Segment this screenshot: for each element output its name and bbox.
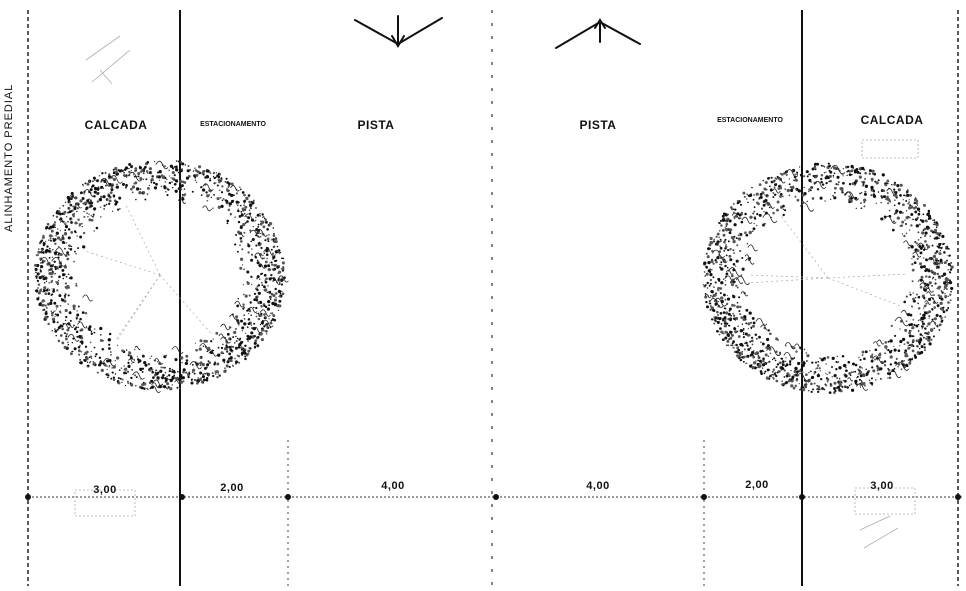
dimension-label-lane-right: 4,00 bbox=[586, 480, 610, 492]
dimension-label-lane-left: 4,00 bbox=[381, 480, 405, 492]
dimension-label-parking-right: 2,00 bbox=[745, 479, 769, 491]
zone-label-lane-left: PISTA bbox=[357, 118, 395, 132]
zone-label-parking-left: ESTACIONAMENTO bbox=[200, 121, 266, 128]
dimension-tick bbox=[701, 494, 707, 500]
zone-label-parking-right: ESTACIONAMENTO bbox=[717, 117, 783, 124]
dimension-label-parking-left: 2,00 bbox=[220, 482, 244, 494]
zone-label-sidewalk-right: CALCADA bbox=[860, 113, 924, 127]
dimension-tick bbox=[955, 494, 961, 500]
property-line-label: ALINHAMENTO PREDIAL bbox=[3, 83, 15, 232]
dimension-tick bbox=[285, 494, 291, 500]
dimension-label-sidewalk-right: 3,00 bbox=[870, 480, 894, 492]
dimension-tick bbox=[25, 494, 31, 500]
dimension-tick bbox=[493, 494, 499, 500]
dimension-tick bbox=[799, 494, 805, 500]
sketch-marks bbox=[74, 35, 919, 549]
dimension-ticks bbox=[25, 494, 961, 500]
traffic-arrow-down-icon bbox=[354, 15, 443, 48]
zone-label-lane-right: PISTA bbox=[579, 118, 617, 132]
dimension-tick bbox=[179, 494, 185, 500]
tree-canopy-icon bbox=[34, 160, 289, 393]
tree-canopy-icon bbox=[702, 162, 954, 394]
zone-label-sidewalk-left: CALCADA bbox=[84, 118, 148, 132]
dimension-label-sidewalk-left: 3,00 bbox=[93, 484, 117, 496]
traffic-arrow-up-icon bbox=[555, 18, 641, 49]
